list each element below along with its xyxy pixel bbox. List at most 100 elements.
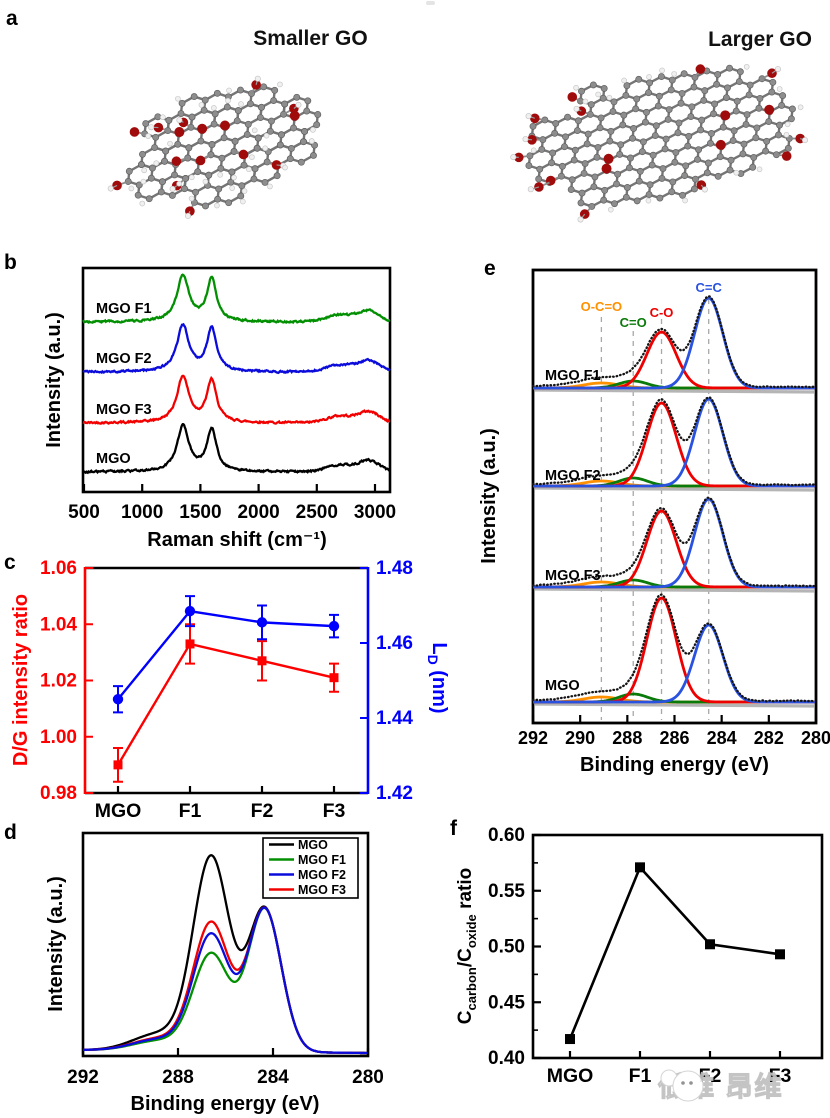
x-tick-label: 280	[352, 1067, 384, 1088]
x-tick-label: 284	[257, 1067, 289, 1088]
raman-curve-mgo-f2	[82, 322, 391, 375]
x-category-label: F1	[179, 800, 202, 822]
smaller-go-molecule	[107, 75, 322, 219]
oxygen-atom	[603, 153, 614, 164]
legend-label: MGO	[298, 838, 328, 852]
x-tick-label: 288	[162, 1067, 194, 1088]
xps-curve-mgo-f2	[83, 906, 368, 1055]
hydrogen-atom	[774, 66, 781, 73]
oxygen-atom	[171, 156, 182, 167]
legend-box	[262, 837, 359, 899]
hydrogen-atom	[527, 186, 534, 193]
hydrogen-atom	[522, 136, 529, 143]
component-label-co: C-O	[650, 305, 674, 320]
xps-yaxis-label: Intensity (a.u.)	[45, 876, 67, 1012]
panel-b-frame	[81, 266, 392, 494]
oxygen-atom	[781, 151, 792, 161]
xps-curve-mgo-f3	[82, 906, 368, 1055]
component-label-co: C=O	[620, 315, 647, 330]
watermark: 低维 昂维	[658, 1060, 830, 1108]
left-y-tick-label: 1.06	[40, 558, 77, 579]
x-category-label: MGO	[547, 1065, 594, 1087]
x-category-label: F2	[699, 1065, 722, 1087]
data-marker	[256, 617, 268, 628]
x-category-label: F3	[323, 800, 346, 822]
oxygen-atom	[695, 64, 706, 74]
y-tick-label: 0.60	[488, 825, 525, 846]
oxygen-atom	[715, 139, 726, 150]
panel-label-d: d	[4, 821, 17, 844]
x-tick-label: 1000	[121, 502, 163, 523]
hydrogen-atom	[525, 113, 532, 120]
hydrogen-atom	[185, 212, 192, 219]
x-tick-label: 3000	[354, 502, 396, 523]
fit-peak	[533, 296, 815, 390]
x-category-label: F2	[251, 800, 274, 822]
hydrogen-atom	[701, 186, 708, 193]
hydrogen-atom	[510, 154, 517, 161]
raman-series-label: MGO F1	[96, 301, 152, 317]
oxygen-atom	[238, 149, 249, 160]
oxygen-atom	[720, 110, 731, 121]
spectrum-label: MGO F2	[545, 468, 601, 484]
x-tick-label: 286	[659, 728, 689, 748]
xps-curve-mgo-f1	[83, 906, 368, 1055]
deconv-yaxis-label: Intensity (a.u.)	[478, 428, 500, 564]
oxygen-atom	[197, 123, 208, 134]
xps-deconvolution-chart: O-C=OC=OC-O C=C MGO F1 MGO F2 MGO F3 MGO 292 29…	[478, 268, 830, 776]
y-tick-label: 0.55	[488, 881, 525, 902]
xps-data-envelope	[531, 496, 816, 588]
right-y-tick-label: 1.44	[376, 708, 413, 729]
x-tick-label: 292	[518, 728, 548, 748]
component-label-oco: O-C=O	[581, 299, 623, 314]
data-marker	[328, 620, 340, 632]
data-marker	[257, 656, 267, 666]
raman-curve-mgo-f1	[82, 273, 391, 325]
hydrogen-atom	[254, 75, 261, 82]
x-tick-label: 2500	[296, 502, 338, 523]
watermark-logo-icon	[660, 1069, 704, 1102]
raman-spectra-chart: 500 1000 1500 2000 2500 3000 Raman shift (cm⁻¹…	[43, 266, 396, 551]
data-marker	[705, 939, 715, 950]
data-marker	[775, 949, 785, 960]
ld-line	[117, 609, 335, 701]
fit-peak	[533, 497, 815, 589]
component-label-cc: C=C	[696, 280, 723, 295]
hydrogen-atom	[295, 101, 302, 108]
spectrum-label: MGO F1	[545, 368, 601, 384]
y-tick-label: 0.50	[488, 937, 525, 958]
xps-xaxis-label: Binding energy (eV)	[131, 1093, 320, 1115]
xps-overlay-chart: 292 288 284 280 Binding energy (eV) Intensity…	[45, 831, 384, 1115]
carbon-oxide-ratio-chart: 0.40 0.45 0.50 0.55 0.60 MGO F1 F2 F3 Ccarbon/Cox…	[455, 825, 824, 1087]
oxygen-atom	[567, 92, 578, 102]
panel-label-f: f	[450, 817, 457, 840]
larger-go-title: Larger GO	[708, 28, 812, 51]
data-marker	[635, 862, 645, 873]
data-marker	[113, 760, 123, 770]
panel-label-b: b	[4, 251, 17, 274]
dg-ratio-axis-label: D/G intensity ratio	[10, 594, 32, 766]
spectrum-label: MGO	[545, 678, 580, 694]
xps-data-envelope	[531, 295, 816, 389]
oxygen-atom	[251, 80, 261, 90]
y-tick-label: 0.40	[488, 1048, 525, 1069]
left-y-tick-label: 0.98	[40, 783, 77, 804]
smaller-go-title: Smaller GO	[253, 27, 368, 50]
x-tick-label: 282	[754, 728, 784, 748]
raman-yaxis-label: Intensity (a.u.)	[43, 312, 65, 448]
legend-label: MGO F2	[298, 868, 346, 882]
x-tick-label: 288	[612, 728, 642, 748]
panel-f-frame	[531, 833, 824, 1060]
oxygen-atom	[289, 110, 300, 121]
panel-e-frame	[531, 268, 818, 725]
fit-peak	[533, 623, 815, 704]
deconv-xaxis-label: Binding energy (eV)	[580, 754, 769, 776]
dg-ratio-ld-chart: 0.98 1.00 1.02 1.04 1.06 1.42 1.44 1.46 1.48 MGO F…	[10, 558, 450, 822]
raman-curve-mgo-f3	[82, 374, 391, 425]
oxygen-atom	[529, 113, 540, 124]
panel-label-e: e	[484, 257, 496, 280]
x-tick-label: 290	[565, 728, 595, 748]
x-tick-label: 284	[707, 728, 737, 748]
raman-series-label: MGO F3	[96, 402, 152, 418]
